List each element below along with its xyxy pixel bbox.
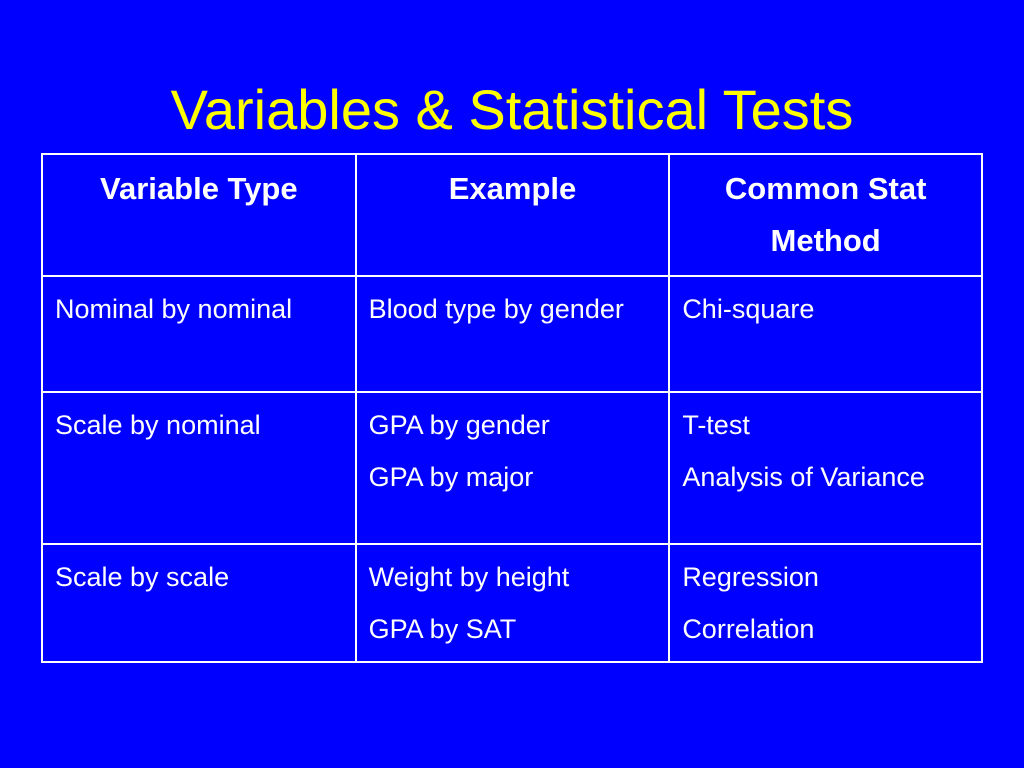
cell-text: GPA by major <box>368 462 534 492</box>
cell-text: Blood type by gender <box>368 294 624 324</box>
table-row: Scale by scale Weight by height GPA by S… <box>41 543 983 663</box>
cell-text: Analysis of Variance <box>682 462 925 492</box>
header-example: Example <box>354 153 671 277</box>
cell-text: Scale by scale <box>55 562 230 592</box>
cell-example: Blood type by gender <box>354 275 671 393</box>
cell-text: Correlation <box>682 614 815 644</box>
cell-text: Nominal by nominal <box>55 294 293 324</box>
cell-text: GPA by gender <box>368 410 550 440</box>
table-row: Scale by nominal GPA by gender GPA by ma… <box>41 391 983 545</box>
cell-text: T-test <box>682 410 750 440</box>
cell-text: Weight by height <box>368 562 570 592</box>
slide-title: Variables & Statistical Tests <box>170 78 854 141</box>
header-common-stat-method: Common Stat Method <box>668 153 983 277</box>
cell-text: GPA by SAT <box>368 614 517 644</box>
cell-method: T-test Analysis of Variance <box>668 391 983 545</box>
cell-variable-type: Nominal by nominal <box>41 275 357 393</box>
cell-text: Regression <box>682 562 819 592</box>
cell-example: GPA by gender GPA by major <box>354 391 671 545</box>
table-row: Nominal by nominal Blood type by gender … <box>41 275 983 393</box>
cell-variable-type: Scale by nominal <box>41 391 357 545</box>
cell-variable-type: Scale by scale <box>41 543 357 663</box>
cell-method: Chi-square <box>668 275 983 393</box>
statistical-tests-table: Variable Type Example Common Stat Method… <box>41 153 983 663</box>
header-variable-type: Variable Type <box>41 153 357 277</box>
cell-text: Chi-square <box>682 294 815 324</box>
cell-method: Regression Correlation <box>668 543 983 663</box>
table-header-row: Variable Type Example Common Stat Method <box>41 153 983 277</box>
cell-text: Scale by nominal <box>55 410 261 440</box>
cell-example: Weight by height GPA by SAT <box>354 543 671 663</box>
